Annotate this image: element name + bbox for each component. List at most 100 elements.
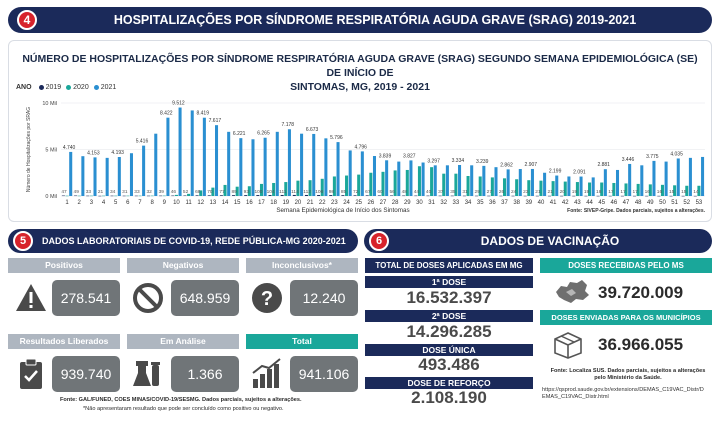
bar-2021-se47 — [628, 163, 632, 196]
bar-2020-se29 — [405, 169, 409, 196]
data-label-2019: 14 — [693, 189, 699, 195]
x-tick-label: 14 — [222, 200, 229, 206]
bar-2021-se28 — [397, 161, 401, 196]
second-dose-label: 2ª DOSE — [365, 310, 533, 322]
bar-2019-se38 — [511, 195, 515, 197]
x-tick-label: 45 — [598, 200, 605, 206]
bar-2019-se14 — [219, 195, 223, 196]
data-label-2021: 8.419 — [196, 111, 209, 117]
legend-item-2021[interactable]: 2021 — [93, 84, 116, 91]
bar-2021-se42 — [567, 176, 571, 196]
y-tick-label: 0 Mil — [45, 194, 57, 200]
vaccination-source-url[interactable]: https://qsprod.saude.gov.br/extensions/D… — [542, 387, 704, 400]
section-5-header: 5 DADOS LABORATORIAIS DE COVID-19, REDE … — [8, 229, 358, 253]
x-tick-label: 30 — [416, 200, 423, 206]
data-label-2019: 60 — [377, 189, 383, 195]
x-tick-label: 49 — [647, 200, 654, 206]
bar-2019-se43 — [572, 195, 576, 197]
bar-2021-se13 — [215, 125, 219, 196]
x-tick-label: 13 — [210, 200, 217, 206]
minas-gerais-map-icon — [556, 280, 589, 303]
data-label-2021: 4.193 — [111, 150, 124, 156]
bar-2020-se45 — [600, 182, 604, 196]
booster-dose-value: 2.108.190 — [411, 388, 487, 407]
bar-2019-se12 — [195, 195, 199, 196]
bar-2020-se10 — [174, 194, 178, 196]
chart-title: NÚMERO DE HOSPITALIZAÇÕES POR SÍNDROME R… — [19, 52, 701, 94]
data-label-2019: 21 — [98, 189, 104, 195]
bar-2019-se40 — [535, 195, 539, 197]
bar-2019-se44 — [584, 195, 588, 197]
x-tick-label: 50 — [659, 200, 666, 206]
x-tick-label: 48 — [635, 200, 642, 206]
x-tick-label: 33 — [453, 200, 460, 206]
section-number-badge: 6 — [369, 231, 389, 251]
bar-2020-se50 — [660, 184, 664, 196]
x-tick-label: 8 — [150, 200, 154, 206]
resultados-liberados-header: Resultados Liberados — [8, 334, 120, 349]
data-label-2019: 98 — [329, 189, 335, 195]
inconclusivos-value: 12.240 — [290, 280, 358, 316]
data-label-2019: 31 — [122, 189, 128, 195]
bar-2019-se18 — [268, 195, 272, 196]
data-label-2019: 104 — [267, 189, 275, 195]
bar-2021-se33 — [458, 164, 462, 196]
bar-2019-se20 — [292, 194, 296, 196]
data-label-2021: 8.422 — [160, 111, 173, 117]
srag-chart-card: NÚMERO DE HOSPITALIZAÇÕES POR SÍNDROME R… — [8, 40, 712, 222]
y-tick-label: 5 Mil — [45, 148, 57, 154]
bar-2021-se46 — [615, 169, 620, 196]
x-tick-label: 22 — [319, 200, 326, 206]
bar-2020-se23 — [332, 176, 336, 196]
x-tick-label: 20 — [295, 200, 302, 206]
lab-section-title: DADOS LABORATORIAIS DE COVID-19, REDE PÚ… — [42, 236, 346, 246]
data-label-2021: 7.178 — [282, 122, 295, 128]
bar-2021-se41 — [555, 175, 559, 196]
data-label-2019: 17 — [620, 189, 626, 195]
x-tick-label: 28 — [392, 200, 399, 206]
data-label-2021: 2.199 — [549, 169, 562, 175]
bar-2019-se15 — [232, 195, 236, 196]
bar-2021-se23 — [336, 142, 340, 196]
x-tick-label: 25 — [355, 200, 362, 206]
bar-2019-se13 — [207, 195, 211, 196]
bar-2021-se19 — [287, 129, 291, 196]
bar-2019-se41 — [547, 195, 551, 197]
bar-2019-se11 — [183, 195, 187, 197]
x-tick-label: 38 — [513, 200, 520, 206]
bar-2020-se31 — [430, 167, 434, 196]
negativos-header: Negativos — [127, 258, 239, 273]
x-tick-label: 9 — [163, 200, 167, 206]
bar-2020-se49 — [648, 184, 652, 196]
x-tick-label: 26 — [368, 200, 375, 206]
x-tick-label: 39 — [525, 200, 532, 206]
bar-2019-se5 — [110, 195, 114, 197]
bar-2019-se39 — [523, 195, 527, 197]
bar-2020-se30 — [417, 166, 421, 196]
data-label-2019: 68 — [195, 189, 201, 195]
legend-item-2019[interactable]: 2019 — [38, 84, 61, 91]
x-tick-label: 6 — [126, 200, 130, 206]
bar-2021-se2 — [81, 156, 85, 196]
x-axis-title: Semana Epidemiológica de Início dos Sint… — [276, 207, 409, 214]
bar-2020-se42 — [563, 181, 567, 196]
bar-2019-se26 — [365, 195, 369, 196]
x-tick-label: 34 — [465, 200, 472, 206]
x-tick-label: 40 — [538, 200, 545, 206]
x-tick-label: 52 — [683, 200, 690, 206]
bar-2021-se29 — [409, 160, 413, 196]
chart-source: Fonte: SIVEP-Gripe. Dados parciais, suje… — [567, 208, 705, 214]
x-tick-label: 1 — [65, 200, 69, 206]
bar-2020-se39 — [527, 180, 531, 196]
data-label-2019: 40 — [426, 189, 432, 195]
data-label-2021: 2.091 — [573, 170, 586, 176]
data-label-2019: 49 — [74, 189, 80, 195]
data-label-2019: 31 — [462, 189, 468, 195]
data-label-2019: 16 — [657, 189, 663, 195]
bar-2021-se16 — [251, 139, 255, 196]
bar-2020-se21 — [308, 180, 312, 196]
legend-item-2020[interactable]: 2020 — [66, 84, 89, 91]
data-label-2021: 2.862 — [500, 162, 513, 168]
bar-2020-se37 — [502, 178, 507, 196]
bar-2019-se48 — [633, 195, 637, 197]
